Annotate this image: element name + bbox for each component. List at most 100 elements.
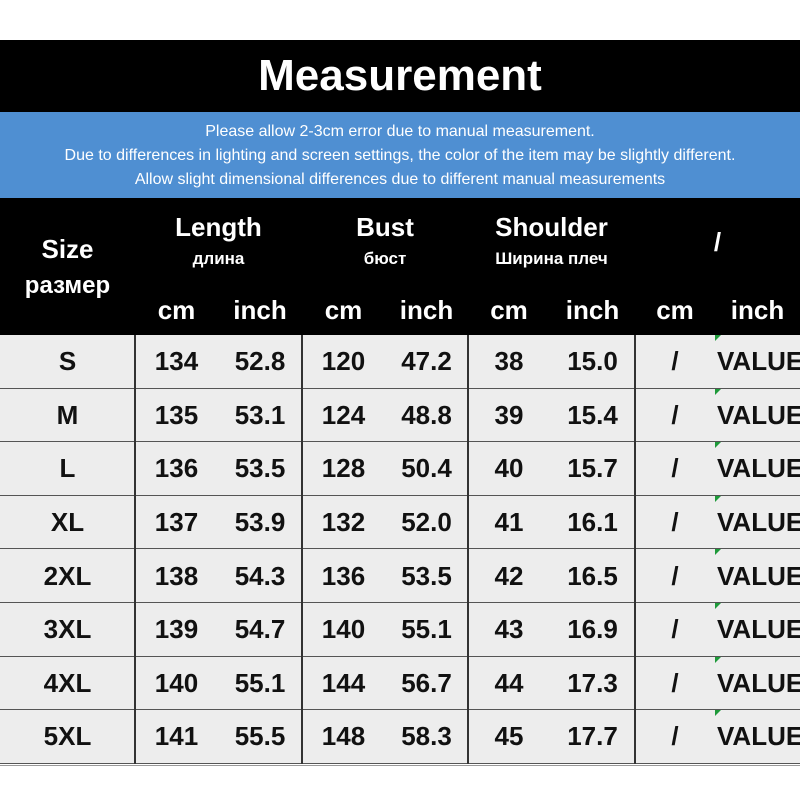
table-cell: VALUE	[717, 560, 800, 591]
notice-line: Please allow 2-3cm error due to manual m…	[205, 123, 595, 140]
table-cell: 53.5	[401, 560, 452, 591]
table-cell: 135	[154, 399, 199, 430]
table-cell: 5XL	[43, 721, 92, 752]
group-name: Length	[175, 211, 262, 242]
table-cell: 41	[494, 507, 524, 538]
table-cell: 148	[321, 721, 366, 752]
table-cell: 124	[321, 399, 366, 430]
table-cell: 54.3	[234, 560, 286, 591]
table-cell: 138	[154, 560, 199, 591]
table-cell: 140	[154, 667, 199, 698]
table-cell: /	[671, 507, 679, 538]
table-cell: 54.7	[234, 614, 286, 645]
size-label-ru: размер	[24, 272, 111, 299]
table-cell: /	[671, 560, 679, 591]
row-bg	[0, 710, 800, 764]
row-bg	[0, 335, 800, 389]
row-bg	[0, 388, 800, 443]
notice-line: Due to differences in lighting and scree…	[64, 147, 736, 164]
group-name: /	[713, 226, 722, 257]
table-cell: S	[58, 346, 77, 377]
unit-label: cm	[656, 294, 694, 325]
table-cell: 53.9	[234, 507, 286, 538]
column-divider	[301, 335, 303, 764]
row-bg	[0, 442, 800, 496]
table-cell: 52.8	[234, 346, 286, 377]
table-cell: 137	[154, 507, 199, 538]
error-indicator	[715, 603, 721, 609]
table-header	[0, 198, 800, 335]
group-name-ru: Ширина плеч	[495, 249, 608, 268]
table-cell: 45	[494, 721, 524, 752]
error-indicator	[715, 710, 721, 717]
table-cell: VALUE	[717, 453, 800, 484]
table-cell: 55.5	[234, 721, 286, 752]
error-indicator	[715, 549, 721, 556]
table-cell: /	[671, 667, 679, 698]
table-cell: 58.3	[401, 721, 452, 752]
table-cell: 16.5	[567, 560, 618, 591]
table-cell: XL	[50, 507, 85, 538]
title: Measurement	[0, 40, 800, 112]
table-cell: 128	[321, 453, 366, 484]
table-cell: 15.0	[567, 346, 618, 377]
error-indicator	[715, 656, 721, 663]
table-cell: VALUE	[717, 721, 800, 752]
table-cell: 42	[494, 560, 524, 591]
table-cell: 2XL	[43, 560, 92, 591]
table-cell: /	[671, 721, 679, 752]
group-name-ru: бюст	[363, 249, 407, 268]
table-cell: 38	[494, 346, 524, 377]
table-cell: 47.2	[401, 346, 452, 377]
table-cell: L	[59, 453, 76, 484]
table-cell: 17.3	[567, 667, 618, 698]
column-divider	[634, 335, 636, 764]
table-cell: 50.4	[401, 453, 452, 484]
table-cell: 39	[494, 399, 524, 430]
error-indicator	[715, 495, 721, 502]
group-name-ru: длина	[192, 249, 245, 268]
unit-label: cm	[157, 294, 196, 325]
table-cell: VALUE	[717, 667, 800, 698]
table-cell: 55.1	[401, 614, 452, 645]
column-divider	[134, 335, 136, 764]
unit-label: inch	[730, 294, 785, 325]
error-indicator	[715, 335, 721, 341]
row-divider	[0, 764, 800, 766]
size-label: Size	[41, 233, 94, 264]
unit-label: inch	[233, 294, 287, 325]
table-cell: 55.1	[234, 667, 286, 698]
table-cell: 136	[321, 560, 366, 591]
table-cell: VALUE	[717, 507, 800, 538]
notice-band	[0, 112, 800, 198]
table-cell: 15.4	[567, 399, 618, 430]
table-cell: 132	[321, 507, 366, 538]
table-cell: 44	[494, 667, 524, 698]
table-cell: 48.8	[401, 399, 452, 430]
table-cell: VALUE	[717, 399, 800, 430]
notice-line: Allow slight dimensional differences due…	[134, 171, 666, 188]
table-cell: /	[671, 399, 679, 430]
table-cell: 139	[154, 614, 199, 645]
column-divider	[467, 335, 469, 764]
row-bg	[0, 549, 800, 603]
row-bg	[0, 495, 800, 550]
table-cell: /	[671, 614, 679, 645]
error-indicator	[715, 388, 721, 395]
table-cell: 144	[321, 667, 366, 698]
unit-label: inch	[565, 294, 620, 325]
unit-label: inch	[399, 294, 454, 325]
table-cell: 53.5	[234, 453, 286, 484]
table-cell: 52.0	[401, 507, 452, 538]
row-bg	[0, 656, 800, 711]
table-cell: VALUE	[717, 346, 800, 377]
error-indicator	[715, 442, 721, 449]
table-cell: 53.1	[234, 399, 286, 430]
table-cell: 17.7	[567, 721, 618, 752]
table-cell: 40	[494, 453, 524, 484]
table-cell: 16.1	[567, 507, 618, 538]
table-cell: 136	[154, 453, 199, 484]
table-cell: 120	[321, 346, 366, 377]
group-name: Bust	[356, 211, 414, 242]
